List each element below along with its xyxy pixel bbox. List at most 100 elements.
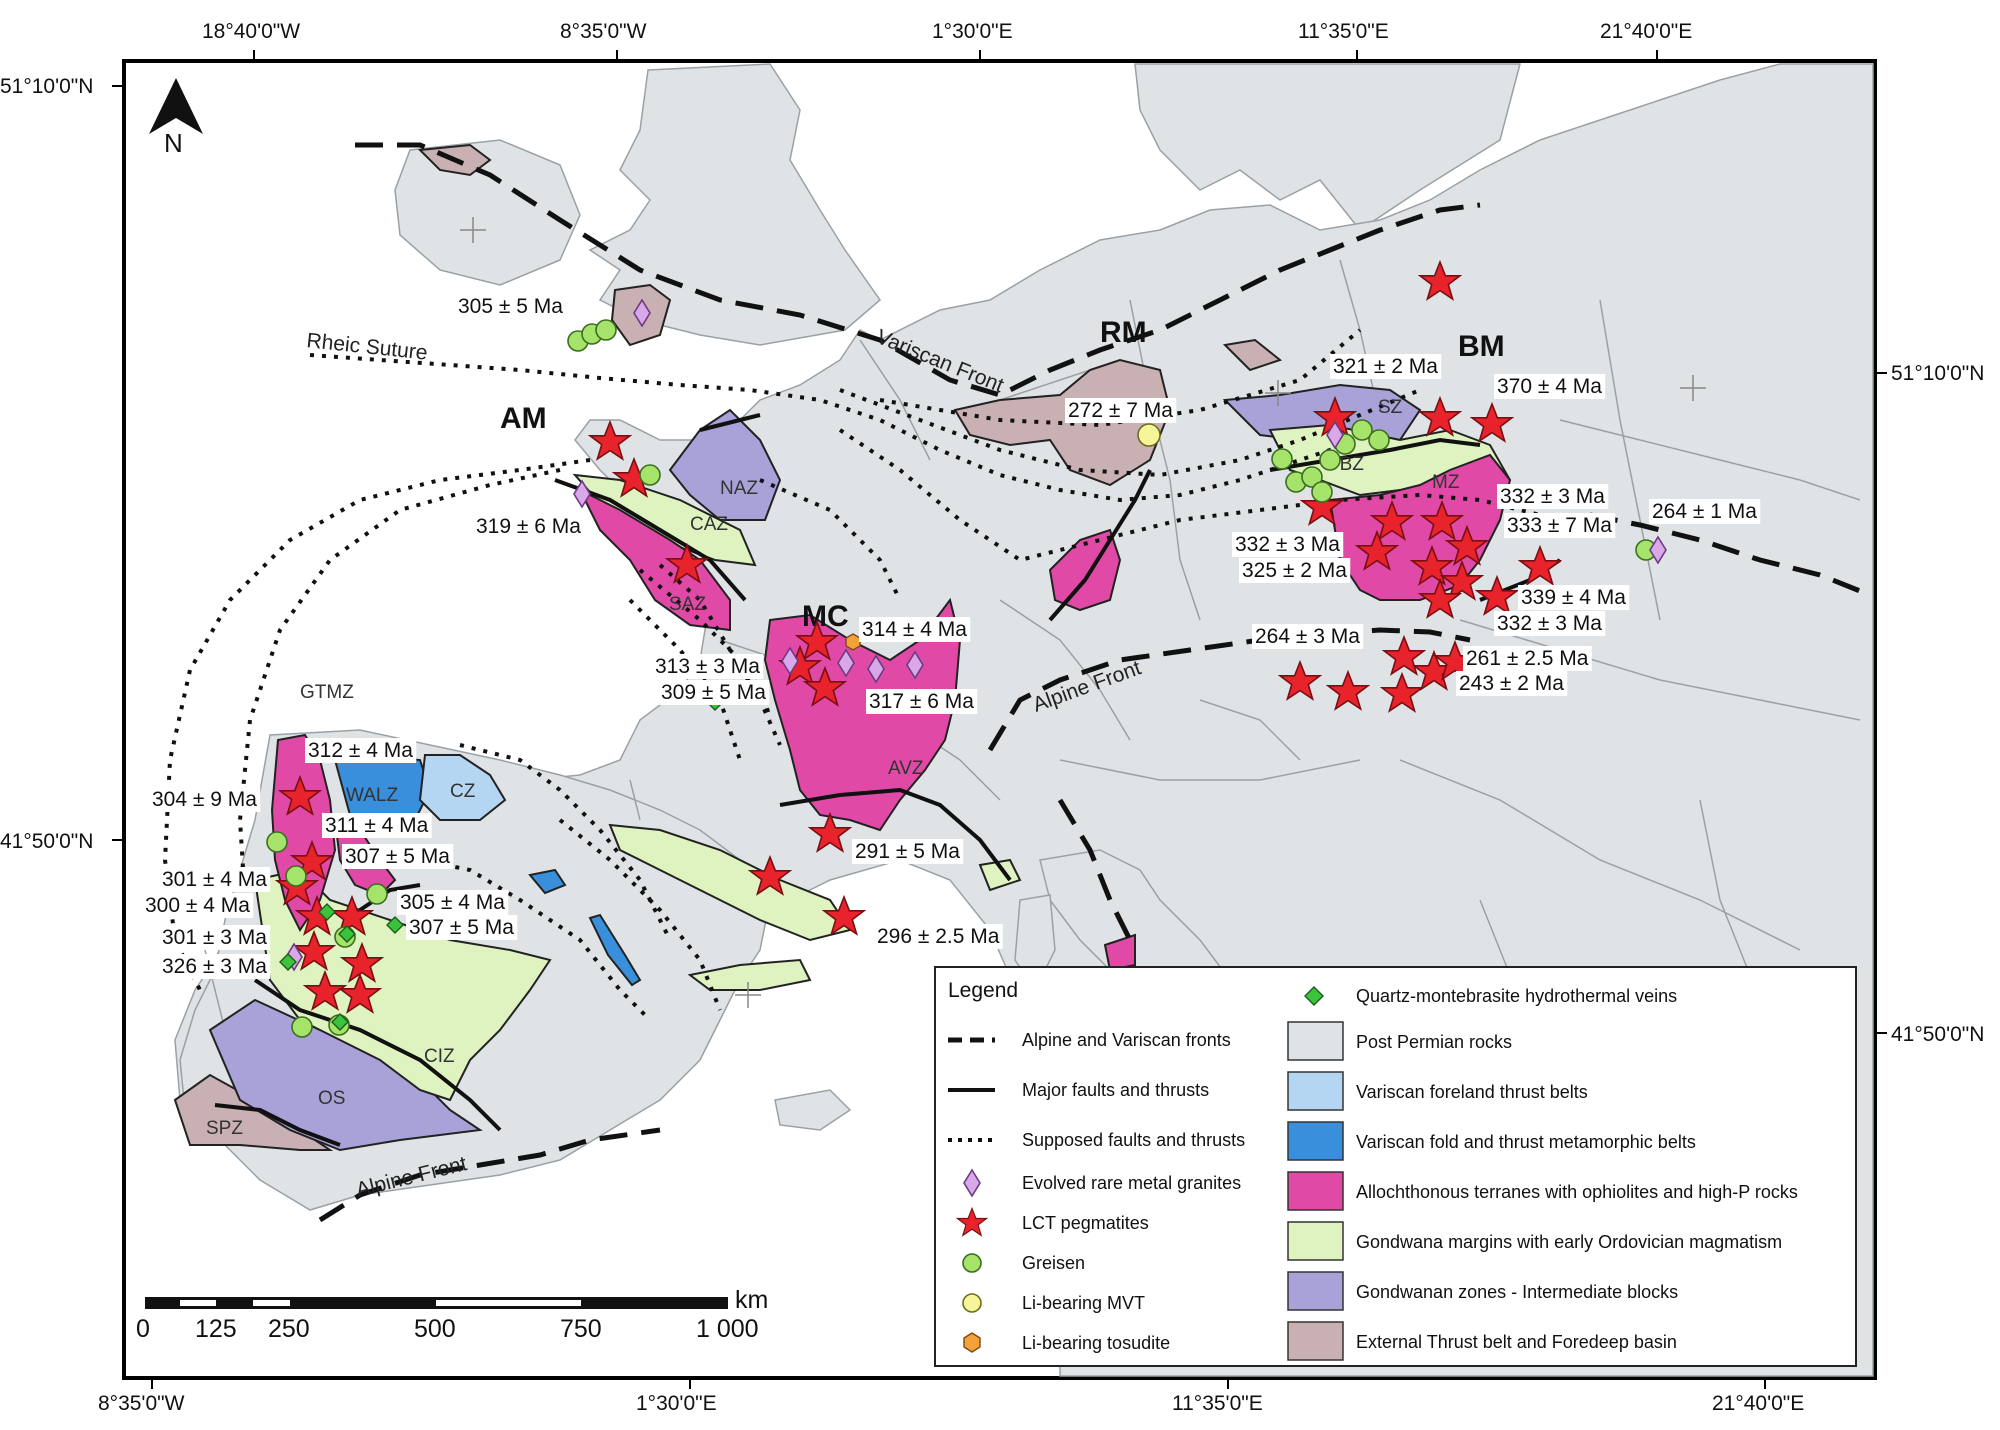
age-label-background [1494, 611, 1606, 636]
age-label-background [1239, 558, 1351, 583]
circle-icon [291, 1016, 313, 1038]
age-label: 326 ± 3 Ma [162, 955, 267, 978]
ireland [394, 139, 581, 286]
scandinavia [1134, 63, 1521, 232]
major-fault-iberia2 [214, 1103, 341, 1147]
unit-blue-lens2 [588, 913, 642, 987]
circle-icon [1368, 429, 1390, 451]
coord-top-3: 1°30'0"E [932, 20, 1013, 43]
coordinate-labels: 18°40'0"W 8°35'0"W 1°30'0"E 11°35'0"E 21… [0, 20, 1984, 1415]
age-label: 370 ± 4 Ma [1497, 375, 1602, 398]
age-label-background [1330, 354, 1442, 379]
legend-label: Post Permian rocks [1356, 1032, 1512, 1052]
legend-swatch [1287, 1221, 1344, 1261]
age-label-background [1463, 646, 1592, 671]
age-label: 317 ± 6 Ma [869, 690, 974, 713]
age-label-background [397, 890, 509, 915]
massif-mc: MC [802, 600, 849, 633]
legend: Legend Alpine and Variscan fronts Major … [934, 966, 1857, 1367]
north-label: N [164, 128, 183, 158]
coord-top-1: 18°40'0"W [202, 20, 300, 43]
variscan-front-line [355, 142, 1481, 398]
zone-mz: MZ [1432, 472, 1460, 493]
legend-label: Li-bearing tosudite [1022, 1333, 1170, 1353]
circle-icon [639, 464, 661, 486]
age-label: 325 ± 2 Ma [1242, 559, 1347, 582]
legend-label: Supposed faults and thrusts [1022, 1130, 1245, 1150]
major-fault-iberia [253, 978, 502, 1132]
legend-label: Greisen [1022, 1253, 1085, 1273]
age-label-background [658, 680, 770, 705]
age-label: 321 ± 2 Ma [1333, 355, 1438, 378]
supposed-fault-3 [759, 478, 902, 601]
age-label: 305 ± 5 Ma [458, 295, 563, 318]
coord-top-2: 8°35'0"W [560, 20, 647, 43]
age-label-background [874, 924, 1003, 949]
coord-bottom-4: 21°40'0"E [1712, 1392, 1804, 1415]
legend-swatch [1287, 1321, 1344, 1361]
age-label: 296 ± 2.5 Ma [877, 925, 1000, 948]
legend-label: Major faults and thrusts [1022, 1080, 1209, 1100]
zone-caz: CAZ [690, 514, 728, 535]
legend-label: Variscan fold and thrust metamorphic bel… [1356, 1132, 1696, 1152]
age-label: 332 ± 3 Ma [1497, 612, 1602, 635]
coord-right-1: 51°10'0"N [1891, 362, 1984, 385]
age-label-background [1456, 671, 1568, 696]
age-label: 304 ± 9 Ma [152, 788, 257, 811]
legend-swatch [1287, 1171, 1344, 1211]
supposed-fault-2 [237, 468, 561, 901]
legend-label: Gondwanan zones - Intermediate blocks [1356, 1282, 1678, 1302]
age-label: 311 ± 4 Ma [325, 814, 429, 837]
scale-tick-1000: 1 000 [696, 1315, 759, 1343]
massif-rm: RM [1100, 316, 1147, 349]
major-fault-galicia [358, 883, 421, 912]
left-coords: 51°10'0"N 41°50'0"N [0, 75, 124, 853]
legend-title: Legend [948, 979, 1018, 1002]
age-label-background [455, 294, 567, 319]
britain [588, 63, 882, 346]
age-label-background [866, 689, 978, 714]
coord-right-2: 41°50'0"N [1891, 1023, 1984, 1046]
age-label: 305 ± 4 Ma [400, 891, 505, 914]
zone-naz: NAZ [720, 478, 758, 499]
age-label: 307 ± 5 Ma [409, 916, 514, 939]
age-label: 313 ± 3 Ma [655, 655, 760, 678]
legend-green-diamond-icon [1304, 986, 1324, 1006]
age-label-background [142, 893, 254, 918]
legend-swatch [1287, 1271, 1344, 1311]
age-label: 264 ± 3 Ma [1255, 625, 1360, 648]
legend-diamond-icon [963, 1168, 981, 1198]
major-fault-3 [779, 787, 1012, 882]
alpine-front-iberia [318, 1127, 661, 1223]
age-label: 301 ± 4 Ma [162, 868, 267, 891]
age-label: 261 ± 2.5 Ma [1466, 647, 1589, 670]
coord-bottom-3: 11°35'0"E [1172, 1392, 1263, 1415]
unit-green-pyrenees [608, 823, 852, 942]
age-label-background [322, 813, 432, 838]
legend-label: External Thrust belt and Foredeep basin [1356, 1332, 1677, 1352]
age-label-background [1232, 532, 1344, 557]
age-label: 314 ± 4 Ma [862, 618, 967, 641]
circle-icon [1271, 448, 1293, 470]
unit-mz [1328, 453, 1512, 601]
mineral-symbols [266, 261, 1667, 1038]
zone-saz: SAZ [669, 594, 706, 615]
age-label: 319 ± 6 Ma [476, 515, 581, 538]
zone-sz: SZ [1378, 397, 1403, 418]
legend-circle-yellow-icon [962, 1293, 982, 1313]
age-label-background [1494, 374, 1606, 399]
variscan-front-east [1589, 512, 1871, 598]
balearic [774, 1089, 852, 1131]
unit-green-sardinia [978, 858, 1022, 892]
legend-label: Allochthonous terranes with ophiolites a… [1356, 1182, 1798, 1202]
age-label-background [859, 617, 971, 642]
age-label: 307 ± 5 Ma [345, 845, 450, 868]
scale-tick-750: 750 [560, 1315, 602, 1343]
age-label: 243 ± 2 Ma [1459, 672, 1564, 695]
unit-saz [577, 487, 731, 632]
scale-tick-0: 0 [136, 1315, 150, 1343]
age-label-background [473, 514, 585, 539]
age-label: 300 ± 4 Ma [145, 894, 250, 917]
massif-labels: AM MC RM BM [500, 316, 1505, 633]
scale-bar: km 0 125 250 500 750 1 000 [136, 1286, 768, 1343]
